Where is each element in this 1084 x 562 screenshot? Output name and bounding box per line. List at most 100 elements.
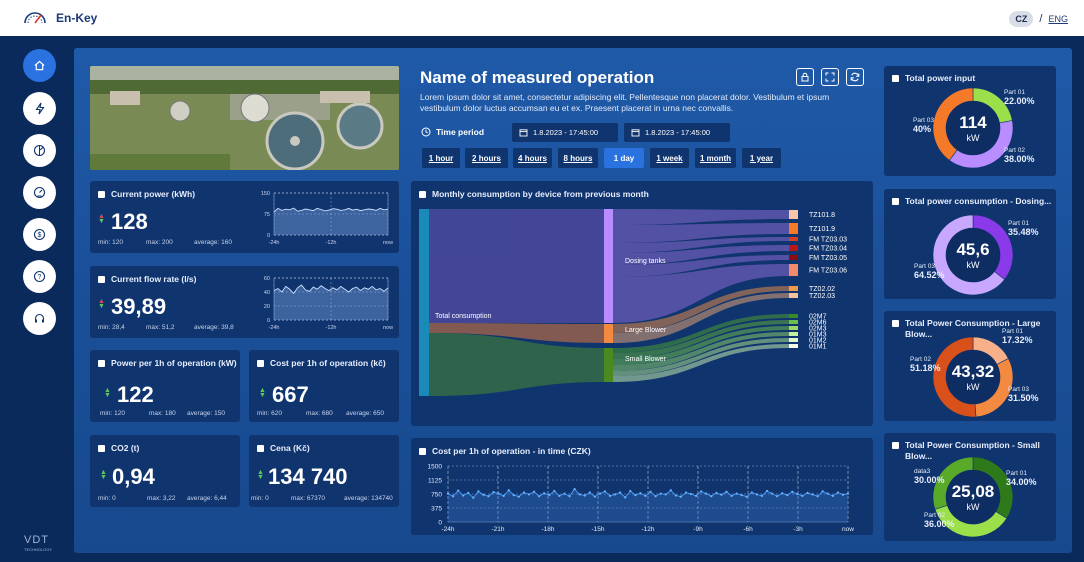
stat-max: max: 180: [149, 410, 176, 417]
donut-center: 25,08 kW: [951, 482, 995, 512]
cost-point: [502, 494, 505, 497]
power-per-hour-value: 122: [117, 382, 154, 407]
range-1-month-button[interactable]: 1 month: [695, 148, 736, 168]
cost-per-hour-checkbox[interactable]: [257, 360, 264, 367]
range-4-hours-button[interactable]: 4 hours: [513, 148, 552, 168]
language-switch: CZ / ENG: [1009, 11, 1068, 27]
range-2-hours-button[interactable]: 2 hours: [465, 148, 508, 168]
nav-energy-button[interactable]: [23, 92, 56, 125]
sparkline-x-tick: now: [383, 325, 393, 331]
nav-cost-button[interactable]: $: [23, 218, 56, 251]
card-title: Total power input: [905, 73, 976, 83]
range-1-week-button[interactable]: 1 week: [650, 148, 689, 168]
stat-max: max: 67370: [291, 495, 325, 502]
stat-min: min: 28,4: [98, 324, 125, 331]
pie-checkbox[interactable]: [892, 75, 899, 82]
cost-point: [568, 495, 571, 498]
price-checkbox[interactable]: [257, 445, 264, 452]
dollar-icon: $: [33, 228, 46, 241]
nav-help-button[interactable]: ?: [23, 260, 56, 293]
donut-label: Part 03 31.50%: [1008, 386, 1039, 403]
current-power-checkbox[interactable]: [98, 191, 105, 198]
nav-home-button[interactable]: [23, 49, 56, 82]
lang-cz-button[interactable]: CZ: [1009, 11, 1034, 27]
pie-card-large-blower: Total Power Consumption - Large Blow... …: [884, 311, 1056, 421]
range-8-hours-button[interactable]: 8 hours: [558, 148, 598, 168]
cost-point: [497, 492, 500, 495]
pie-checkbox[interactable]: [892, 320, 899, 327]
cost-point: [457, 489, 460, 492]
range-1-year-button[interactable]: 1 year: [742, 148, 781, 168]
sankey-link-leaf: [613, 344, 789, 382]
cost-point: [846, 492, 850, 495]
fullscreen-button[interactable]: [821, 68, 839, 86]
svg-text:$: $: [38, 232, 42, 239]
flow-rate-card: Current flow rate (l/s) ▲ ▼ 39,89 min: 28…: [90, 266, 399, 338]
power-per-hour-card: Power per 1h of operation (kW) ▲ ▼ 122 mi…: [90, 350, 240, 422]
power-per-hour-checkbox[interactable]: [98, 360, 105, 367]
sankey-checkbox[interactable]: [419, 191, 426, 198]
sankey-label-small-blower: Small Blower: [625, 356, 667, 363]
sparkline-line: [273, 207, 389, 213]
cost-x-tick: now: [842, 526, 854, 533]
donut-label: Part 02 36.00%: [924, 512, 955, 529]
cost-point: [578, 493, 581, 496]
cost-time-checkbox[interactable]: [419, 448, 426, 455]
sankey-leaf-node: [789, 314, 798, 318]
cost-point: [548, 494, 551, 497]
sankey-link-leaf: [613, 338, 789, 376]
leaf-icon: [33, 144, 46, 157]
stat-average: average: 650: [346, 410, 384, 417]
card-title: Total Power Consumption - Large Blow...: [905, 318, 1041, 339]
card-title: Current power (kWh): [111, 189, 196, 199]
pie-card-small-blower: Total Power Consumption - Small Blow... …: [884, 433, 1056, 541]
cost-point: [776, 495, 779, 498]
date-from-picker[interactable]: 1.8.2023 - 17:45:00: [512, 123, 618, 142]
cost-point: [796, 492, 799, 496]
cost-x-tick: -24h: [441, 526, 454, 533]
cost-point: [659, 492, 662, 495]
sankey-link-leaf: [613, 209, 789, 225]
sankey-link-leaf: [613, 286, 789, 333]
sankey-leaf-label: 02M3: [809, 326, 827, 333]
co2-checkbox[interactable]: [98, 445, 105, 452]
cost-point: [695, 494, 698, 497]
range-1-day-button[interactable]: 1 day: [604, 148, 644, 168]
card-title: Total Power Consumption - Small Blow...: [905, 440, 1040, 461]
refresh-button[interactable]: [846, 68, 864, 86]
time-period-label: Time period: [421, 127, 484, 137]
cost-point: [613, 493, 617, 496]
date-to-picker[interactable]: 1.8.2023 - 17:45:00: [624, 123, 730, 142]
calendar-icon: [631, 129, 640, 137]
sparkline-y-tick: 0: [267, 233, 270, 239]
cost-point: [745, 495, 748, 498]
sankey-leaf-label: TZ02.03: [809, 293, 835, 300]
refresh-icon: [850, 72, 860, 82]
sankey-leaf-node: [789, 210, 798, 219]
cost-point: [619, 491, 622, 494]
sparkline-y-tick: 0: [267, 318, 270, 324]
sankey-node-total: [419, 209, 429, 396]
current-power-sparkline: 150 75 0-24h -12h now: [261, 191, 393, 246]
cost-y-tick: 1125: [428, 478, 442, 485]
flow-rate-checkbox[interactable]: [98, 276, 105, 283]
cost-point: [710, 495, 713, 498]
cost-point: [664, 493, 667, 496]
flow-rate-value: 39,89: [111, 294, 167, 319]
stat-min: min: 620: [257, 410, 282, 417]
stat-min: min: 120: [98, 239, 123, 246]
cost-x-tick: -9h: [693, 526, 703, 533]
nav-eco-button[interactable]: [23, 134, 56, 167]
pie-checkbox[interactable]: [892, 198, 899, 205]
home-icon: [34, 60, 45, 71]
cost-point: [679, 495, 683, 498]
nav-performance-button[interactable]: [23, 176, 56, 209]
range-1-hour-button[interactable]: 1 hour: [422, 148, 460, 168]
nav-support-button[interactable]: [23, 302, 56, 335]
page-title: Name of measured operation: [420, 68, 655, 87]
lock-button[interactable]: [796, 68, 814, 86]
pie-checkbox[interactable]: [892, 442, 899, 449]
cost-point: [532, 490, 536, 493]
cost-area: [448, 489, 848, 522]
lang-eng-link[interactable]: ENG: [1048, 14, 1068, 24]
